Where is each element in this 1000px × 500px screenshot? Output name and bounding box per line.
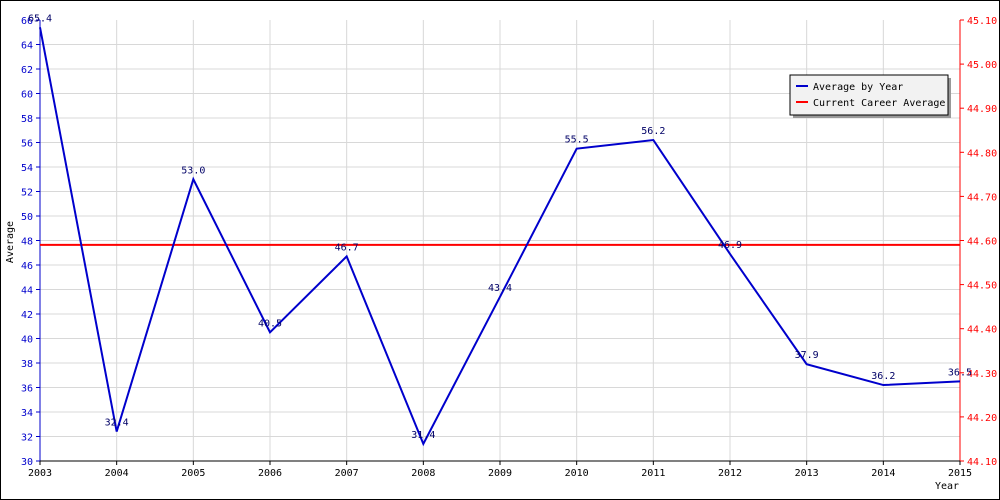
- left-tick-label: 40: [21, 335, 33, 346]
- grid-lines: [40, 20, 960, 461]
- right-tick-label: 44.90: [967, 104, 997, 115]
- x-tick-label: 2011: [641, 468, 665, 479]
- data-label: 36.5: [948, 367, 972, 378]
- right-tick-label: 45.10: [967, 16, 997, 27]
- x-tick-label: 2012: [718, 468, 742, 479]
- x-tick-label: 2005: [181, 468, 205, 479]
- right-tick-label: 44.40: [967, 325, 997, 336]
- right-tick-label: 44.50: [967, 281, 997, 292]
- x-axis-label: Year: [935, 481, 959, 492]
- average-by-year-line: [39, 27, 961, 447]
- left-tick-label: 44: [21, 286, 33, 297]
- left-tick-label: 36: [21, 384, 33, 395]
- right-tick-label: 44.70: [967, 192, 997, 203]
- data-label: 46.9: [718, 240, 742, 251]
- data-label: 32.4: [105, 418, 129, 429]
- left-tick-label: 52: [21, 188, 33, 199]
- data-label: 43.4: [488, 283, 512, 294]
- left-tick-label: 66: [21, 16, 33, 27]
- legend-label-average-by-year: Average by Year: [813, 82, 903, 93]
- data-label: 46.7: [335, 242, 359, 253]
- right-tick-label: 44.30: [967, 369, 997, 380]
- left-tick-label: 54: [21, 163, 33, 174]
- data-label: 65.4: [28, 13, 52, 24]
- data-label: 36.2: [871, 371, 895, 382]
- left-tick-label: 30: [21, 457, 33, 468]
- x-tick-label: 2003: [28, 468, 52, 479]
- data-label: 53.0: [181, 165, 205, 176]
- y-axis-label: Average: [5, 221, 16, 263]
- x-tick-label: 2008: [411, 468, 435, 479]
- legend-box: [789, 74, 949, 116]
- left-tick-label: 34: [21, 408, 33, 419]
- x-tick-label: 2010: [565, 468, 589, 479]
- right-tick-label: 44.10: [967, 457, 997, 468]
- left-tick-label: 32: [21, 433, 33, 444]
- left-tick-label: 64: [21, 41, 33, 52]
- left-tick-label: 48: [21, 237, 33, 248]
- left-tick-label: 56: [21, 139, 33, 150]
- x-tick-label: 2014: [871, 468, 895, 479]
- left-tick-label: 60: [21, 90, 33, 101]
- left-tick-label: 58: [21, 114, 33, 125]
- data-label: 55.5: [565, 135, 589, 146]
- left-tick-label: 42: [21, 310, 33, 321]
- legend-label-career-average: Current Career Average: [813, 98, 945, 109]
- legend: Average by Year Current Career Average: [789, 74, 951, 118]
- x-tick-label: 2009: [488, 468, 512, 479]
- data-label: 56.2: [641, 126, 665, 137]
- x-tick-label: 2015: [948, 468, 972, 479]
- right-tick-label: 44.20: [967, 413, 997, 424]
- data-label: 40.5: [258, 318, 282, 329]
- data-label: 31.4: [411, 430, 435, 441]
- x-tick-label: 2007: [335, 468, 359, 479]
- data-label: 37.9: [795, 350, 819, 361]
- right-axis-ticks: 44.10 44.20 44.30 44.40 44.50 44.60 44.70 44.80…: [960, 16, 997, 468]
- left-axis-ticks: 30 32 34 36 38 40 42 44 46 48 50 52 54 56 58 60 62 64 66: [21, 16, 40, 468]
- left-tick-label: 46: [21, 261, 33, 272]
- x-tick-label: 2013: [795, 468, 819, 479]
- right-tick-label: 44.80: [967, 148, 997, 159]
- data-labels: 65.4 32.4 53.0 40.5 46.7 31.4 43.4 55.5 56.2 46.9…: [28, 13, 972, 441]
- x-axis-ticks: 2003 2004 2005 2006 2007 2008 2009 2010 2011 2012…: [28, 461, 972, 479]
- left-tick-label: 38: [21, 359, 33, 370]
- left-tick-label: 50: [21, 212, 33, 223]
- x-tick-label: 2006: [258, 468, 282, 479]
- right-tick-label: 44.60: [967, 237, 997, 248]
- x-tick-label: 2004: [105, 468, 129, 479]
- average-by-year-series: [39, 27, 961, 447]
- right-tick-label: 45.00: [967, 60, 997, 71]
- left-tick-label: 62: [21, 65, 33, 76]
